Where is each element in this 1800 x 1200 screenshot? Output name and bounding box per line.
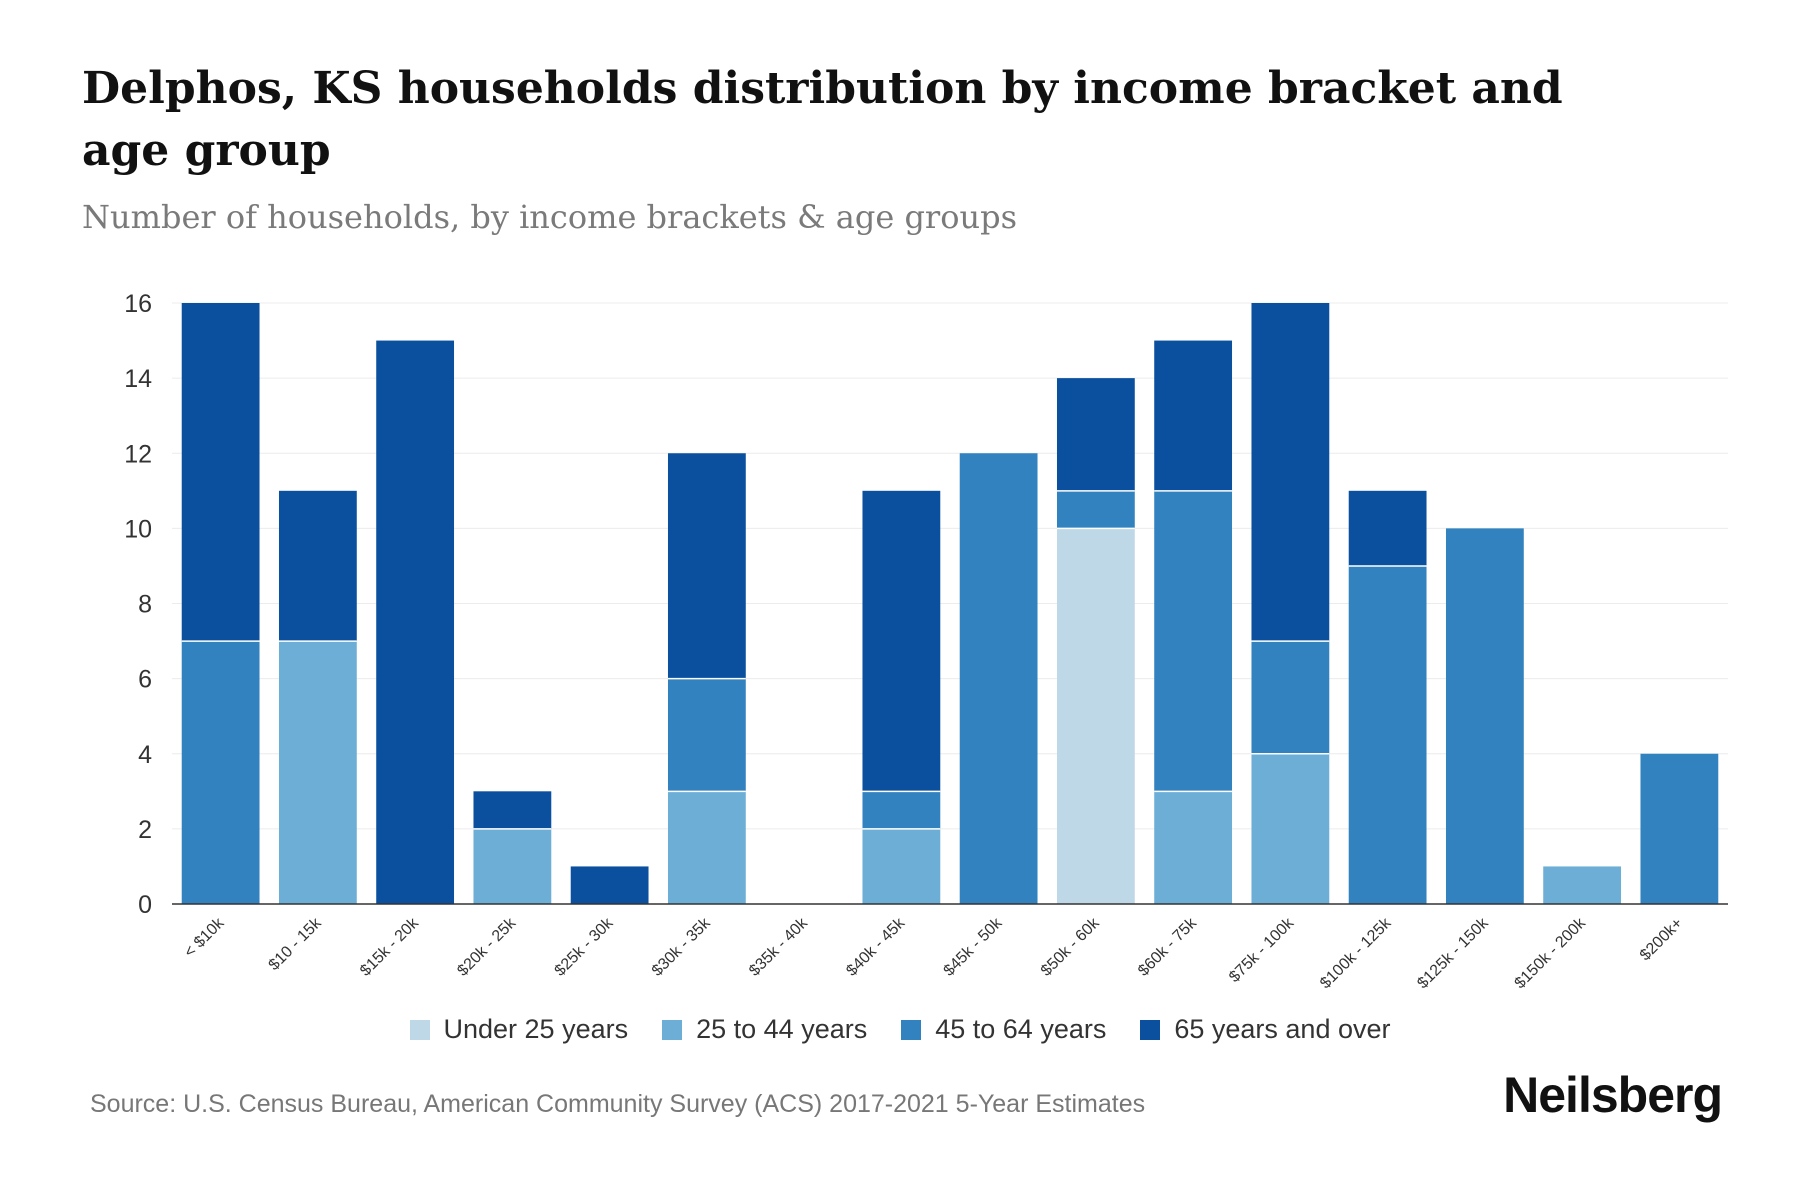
x-tick-label: $25k - 30k — [552, 914, 618, 980]
x-tick-label: $10 - 15k — [266, 914, 326, 974]
brand-logo: Neilsberg — [1503, 1067, 1723, 1123]
chart-legend: Under 25 years 25 to 44 years 45 to 64 yea… — [0, 1014, 1800, 1045]
y-tick-label: 6 — [138, 666, 152, 694]
y-tick-label: 8 — [138, 591, 152, 619]
x-tick-label: $35k - 40k — [746, 914, 812, 980]
bar-segment — [181, 303, 260, 642]
bar-segment — [1056, 490, 1135, 529]
legend-item: 45 to 64 years — [901, 1014, 1106, 1045]
source-note: Source: U.S. Census Bureau, American Com… — [90, 1090, 1146, 1118]
x-tick-label: $20k - 25k — [454, 914, 520, 980]
y-tick-label: 14 — [124, 365, 152, 393]
chart-title: Delphos, KS households distribution by i… — [82, 63, 1563, 176]
bar-segment — [1543, 866, 1622, 904]
bar-segment — [667, 791, 746, 904]
legend-swatch — [662, 1019, 683, 1040]
y-tick-label: 12 — [124, 440, 152, 468]
bar-segment — [278, 490, 357, 642]
bar-segment — [959, 453, 1038, 904]
bar-segment — [1154, 791, 1233, 904]
legend-swatch — [409, 1019, 430, 1040]
legend-item: 25 to 44 years — [662, 1014, 867, 1045]
bar-segment — [1251, 303, 1330, 642]
x-tick-label: $40k - 45k — [843, 914, 909, 980]
bar-segment — [667, 453, 746, 679]
bar-segment — [1154, 340, 1233, 491]
legend-swatch — [901, 1019, 922, 1040]
bar-segment — [181, 641, 260, 904]
y-tick-label: 2 — [138, 816, 152, 844]
bar-segment — [1154, 490, 1233, 792]
x-tick-label: $15k - 20k — [357, 914, 423, 980]
y-tick-label: 10 — [124, 515, 152, 543]
x-tick-label: < $10k — [181, 914, 228, 961]
x-tick-label: $125k - 150k — [1414, 914, 1492, 992]
x-tick-label: $45k - 50k — [941, 914, 1007, 980]
bar-segment — [1251, 641, 1330, 754]
legend-item: 65 years and over — [1140, 1014, 1391, 1045]
bar-segment — [862, 828, 941, 904]
x-tick-label: $75k - 100k — [1226, 914, 1298, 986]
legend-label: Under 25 years — [443, 1014, 629, 1044]
bar-segment — [862, 490, 941, 792]
y-tick-label: 4 — [138, 741, 152, 769]
bar-segment — [1251, 753, 1330, 904]
stacked-bar-chart: 0 2 4 6 8 10 12 14 16 < $10k $10 - 15k $15k - 20k $2… — [124, 290, 1728, 992]
bar-segment — [473, 791, 552, 829]
y-tick-label: 16 — [124, 290, 152, 318]
bar-segment — [667, 678, 746, 792]
bar-segment — [1348, 490, 1427, 566]
x-tick-label: $100k - 125k — [1317, 914, 1395, 992]
chart-subtitle: Number of households, by income brackets… — [82, 198, 1017, 236]
bar-segment — [1640, 753, 1719, 904]
bar-segment — [1056, 378, 1135, 491]
legend-label: 45 to 64 years — [935, 1014, 1107, 1044]
legend-label: 25 to 44 years — [696, 1014, 868, 1044]
x-tick-label: $60k - 75k — [1135, 914, 1201, 980]
bar-segment — [473, 828, 552, 904]
y-tick-label: 0 — [138, 891, 152, 919]
x-tick-label: $150k - 200k — [1512, 914, 1590, 992]
x-tick-label: $50k - 60k — [1038, 914, 1104, 980]
bar-segment — [862, 791, 941, 829]
bar-segment — [1445, 528, 1524, 904]
bar-segment — [1056, 528, 1135, 904]
bar-segment — [570, 866, 649, 904]
legend-item: Under 25 years — [409, 1014, 629, 1045]
legend-label: 65 years and over — [1174, 1014, 1391, 1044]
x-tick-label: $30k - 35k — [649, 914, 715, 980]
bar-segment — [1348, 565, 1427, 904]
x-tick-label: $200k+ — [1637, 915, 1686, 964]
bar-segment — [376, 340, 455, 904]
legend-swatch — [1140, 1019, 1161, 1040]
bar-segment — [278, 641, 357, 904]
